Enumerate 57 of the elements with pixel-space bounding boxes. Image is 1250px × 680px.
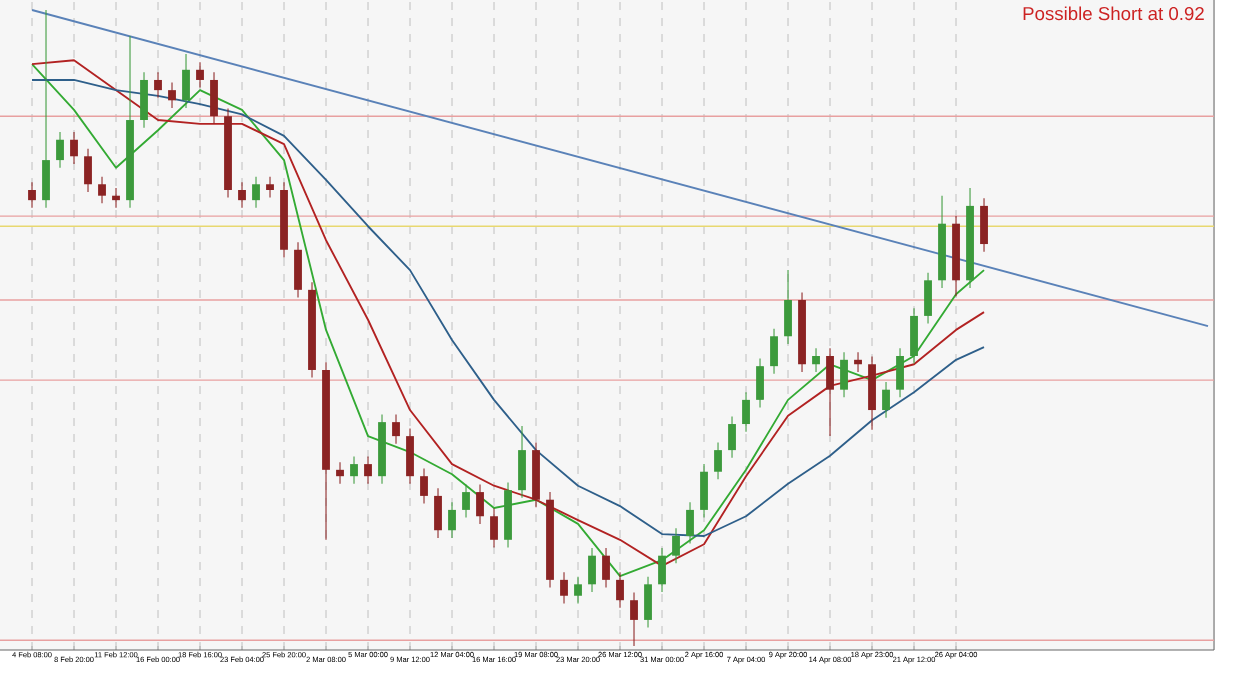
candlestick xyxy=(42,9,50,209)
candlestick xyxy=(210,71,218,125)
candlestick xyxy=(84,148,92,193)
candlestick xyxy=(266,176,274,199)
candlestick xyxy=(336,461,344,485)
candlestick xyxy=(658,547,666,593)
candlestick xyxy=(392,413,400,445)
candlestick xyxy=(420,468,428,505)
candlestick xyxy=(350,455,358,485)
candlestick xyxy=(140,71,148,129)
candlestick xyxy=(924,272,932,325)
candlestick xyxy=(602,547,610,589)
candlestick xyxy=(616,571,624,609)
candlestick xyxy=(252,176,260,209)
candlestick xyxy=(574,576,582,604)
candlestick xyxy=(882,381,890,419)
candlestick xyxy=(868,356,876,431)
candlestick xyxy=(812,347,820,373)
candlestick xyxy=(518,425,526,499)
candlestick xyxy=(28,181,36,209)
candlestick xyxy=(714,441,722,480)
candlestick xyxy=(728,415,736,459)
candlestick xyxy=(490,508,498,548)
candlestick xyxy=(168,81,176,109)
candlestick xyxy=(672,527,680,564)
candlestick xyxy=(406,427,414,485)
candlestick xyxy=(448,501,456,539)
candlestick xyxy=(56,131,64,169)
candlestick xyxy=(840,351,848,398)
candlestick xyxy=(756,357,764,409)
candlestick xyxy=(896,347,904,398)
candlestick xyxy=(770,328,778,375)
candlestick xyxy=(364,455,372,485)
candlestick xyxy=(980,197,988,253)
candlestick xyxy=(462,483,470,519)
candlestick xyxy=(154,71,162,99)
candlestick xyxy=(434,487,442,539)
candlestick xyxy=(910,307,918,365)
candlestick xyxy=(784,269,792,345)
candlestick xyxy=(826,347,834,437)
candlestick xyxy=(560,571,568,604)
annotation: Possible Short at 0.92 xyxy=(1023,6,1204,21)
candlestick xyxy=(98,176,106,204)
candlestick xyxy=(182,53,190,109)
candlestick xyxy=(196,61,204,89)
candlestick xyxy=(476,483,484,525)
candlestick xyxy=(112,187,120,209)
candlestick xyxy=(294,241,302,299)
candlestick xyxy=(742,391,750,433)
candlestick xyxy=(700,463,708,519)
candlestick xyxy=(630,592,638,647)
candlestick xyxy=(644,576,652,629)
candlestick xyxy=(686,501,694,545)
candlestick xyxy=(238,181,246,209)
candlestick xyxy=(70,131,78,165)
candlestick xyxy=(854,351,862,373)
candlestick xyxy=(588,547,596,593)
